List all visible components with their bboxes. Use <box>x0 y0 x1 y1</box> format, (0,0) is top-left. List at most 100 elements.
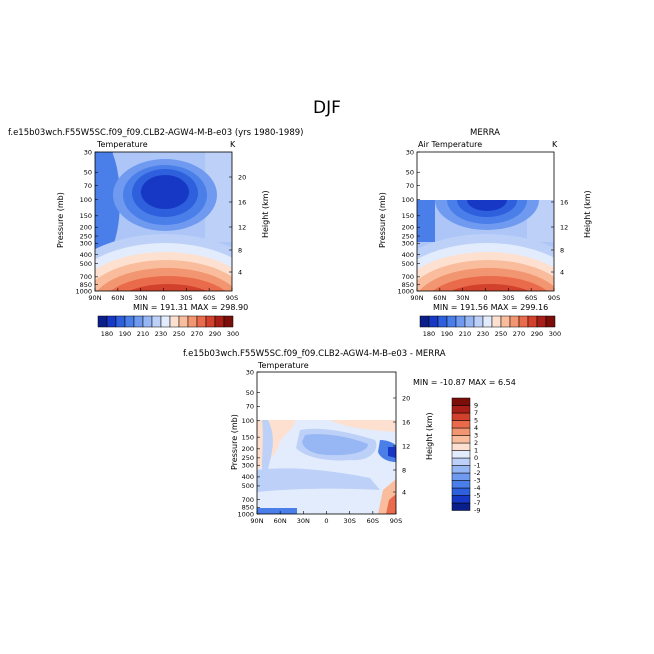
difference-colorbar-swatch <box>451 457 471 466</box>
difference-y-tick-label: 400 <box>242 473 254 481</box>
diff-min-max: MIN = -10.87 MAX = 6.54 <box>413 378 516 387</box>
obs-y-tick-label: 700 <box>402 273 414 281</box>
temperature-colorbar-swatch <box>536 315 547 328</box>
temperature-colorbar-label: 290 <box>209 330 221 338</box>
model-y-tick-label: 500 <box>80 260 92 268</box>
obs-min-max: MIN = 191.56 MAX = 299.16 <box>433 303 549 312</box>
difference-y2-tick-label: 16 <box>402 418 410 426</box>
temperature-colorbar-swatch <box>214 315 225 328</box>
temperature-colorbar-label: 210 <box>137 330 149 338</box>
difference-x-tick-label: 30N <box>297 517 310 525</box>
model-contour-field <box>95 152 232 291</box>
temperature-colorbar-swatch <box>115 315 126 328</box>
difference-colorbar-label: -9 <box>474 507 480 515</box>
temperature-colorbar-swatch <box>160 315 171 328</box>
temperature-colorbar-swatch <box>419 315 430 328</box>
temperature-colorbar-label: 230 <box>155 330 167 338</box>
temperature-colorbar-label: 210 <box>459 330 471 338</box>
difference-colorbar-label: 7 <box>474 409 478 417</box>
model-x-tick-label: 30S <box>180 294 192 302</box>
obs-x-tick-label: 90S <box>548 294 560 302</box>
difference-colorbar-swatch <box>451 465 471 474</box>
difference-x-tick-label: 90S <box>390 517 402 525</box>
model-y-tick-label: 50 <box>84 169 92 177</box>
obs-y2-tick-label: 8 <box>560 246 564 254</box>
difference-colorbar-label: -7 <box>474 499 480 507</box>
temperature-colorbar-label: 250 <box>173 330 185 338</box>
temperature-colorbar-swatch <box>97 315 108 328</box>
model-y-tick-label: 150 <box>80 212 92 220</box>
difference-colorbar-swatch <box>451 495 471 504</box>
temperature-colorbar-swatch <box>509 315 520 328</box>
difference-colorbar-label: 4 <box>474 424 478 432</box>
model-y-tick-label: 100 <box>80 196 92 204</box>
model-y-tick-label: 250 <box>80 232 92 240</box>
temperature-colorbar-swatch <box>169 315 180 328</box>
obs-x-tick-label: 30N <box>456 294 469 302</box>
difference-y2-tick-label: 20 <box>402 394 410 402</box>
diff-panel-title: f.e15b03wch.F55W5SC.f09_f09.CLB2-AGW4-M-… <box>183 349 446 359</box>
difference-colorbar-swatch <box>451 502 471 511</box>
difference-x-tick-label: 90N <box>250 517 263 525</box>
temperature-colorbar-swatch <box>545 315 556 328</box>
obs-y-tick-label: 500 <box>402 260 414 268</box>
model-min-max: MIN = 191.31 MAX = 298.90 <box>133 303 249 312</box>
temperature-colorbar-label: 270 <box>513 330 525 338</box>
difference-colorbar-label: 3 <box>474 432 478 440</box>
temperature-colorbar-swatch <box>428 315 439 328</box>
model-y-tick-label: 400 <box>80 251 92 259</box>
temperature-colorbar-swatch <box>500 315 511 328</box>
temperature-colorbar-label: 300 <box>227 330 239 338</box>
difference-y2-tick-label: 4 <box>402 488 406 496</box>
difference-colorbar-label: -3 <box>474 477 480 485</box>
difference-colorbar-swatch <box>451 487 471 496</box>
temperature-colorbar-swatch <box>187 315 198 328</box>
model-y-tick-label: 200 <box>80 224 92 232</box>
temperature-colorbar-swatch <box>178 315 189 328</box>
difference-colorbar-label: 2 <box>474 439 478 447</box>
difference-y-tick-label: 850 <box>242 504 254 512</box>
temperature-colorbar-label: 270 <box>191 330 203 338</box>
obs-y-tick-label: 1000 <box>397 287 414 295</box>
temperature-colorbar-swatch <box>446 315 457 328</box>
obs-y-tick-label: 300 <box>402 240 414 248</box>
difference-colorbar-swatch <box>451 450 471 459</box>
obs-units-label: K <box>552 140 558 149</box>
temperature-colorbar-label: 290 <box>531 330 543 338</box>
temperature-colorbar-swatch <box>464 315 475 328</box>
difference-colorbar-swatch <box>451 480 471 489</box>
temperature-colorbar-swatch <box>455 315 466 328</box>
difference-colorbar-swatch <box>451 442 471 451</box>
model-x-tick-label: 30N <box>134 294 147 302</box>
obs-y-tick-label: 850 <box>402 281 414 289</box>
difference-colorbar-swatch <box>451 412 471 421</box>
difference-colorbar-label: -2 <box>474 469 480 477</box>
temperature-colorbar-label: 180 <box>101 330 113 338</box>
temperature-colorbar-swatch <box>223 315 234 328</box>
model-x-tick-label: 0 <box>161 294 165 302</box>
temperature-colorbar-swatch <box>106 315 117 328</box>
difference-colorbar-swatch <box>451 427 471 436</box>
model-y2-tick-label: 20 <box>238 173 246 181</box>
model-y-tick-label: 30 <box>84 148 92 156</box>
difference-colorbar-label: -4 <box>474 484 480 492</box>
difference-colorbar-label: 5 <box>474 417 478 425</box>
obs-y2-tick-label: 16 <box>560 198 568 206</box>
model-x-tick-label: 60N <box>111 294 124 302</box>
difference-y-tick-label: 50 <box>246 389 254 397</box>
difference-colorbar-label: 1 <box>474 447 478 455</box>
difference-y2-tick-label: 8 <box>402 466 406 474</box>
difference-colorbar-swatch <box>451 405 471 414</box>
difference-x-tick-label: 60S <box>367 517 379 525</box>
temperature-colorbar-swatch <box>518 315 529 328</box>
model-y-tick-label: 300 <box>80 240 92 248</box>
temperature-colorbar-swatch <box>196 315 207 328</box>
difference-y-tick-label: 200 <box>242 445 254 453</box>
temperature-colorbar-label: 230 <box>477 330 489 338</box>
difference-y-tick-label: 250 <box>242 454 254 462</box>
temperature-colorbar-swatch <box>205 315 216 328</box>
obs-y-tick-label: 30 <box>406 148 414 156</box>
difference-y-tick-label: 300 <box>242 462 254 470</box>
difference-y-tick-label: 70 <box>246 403 254 411</box>
